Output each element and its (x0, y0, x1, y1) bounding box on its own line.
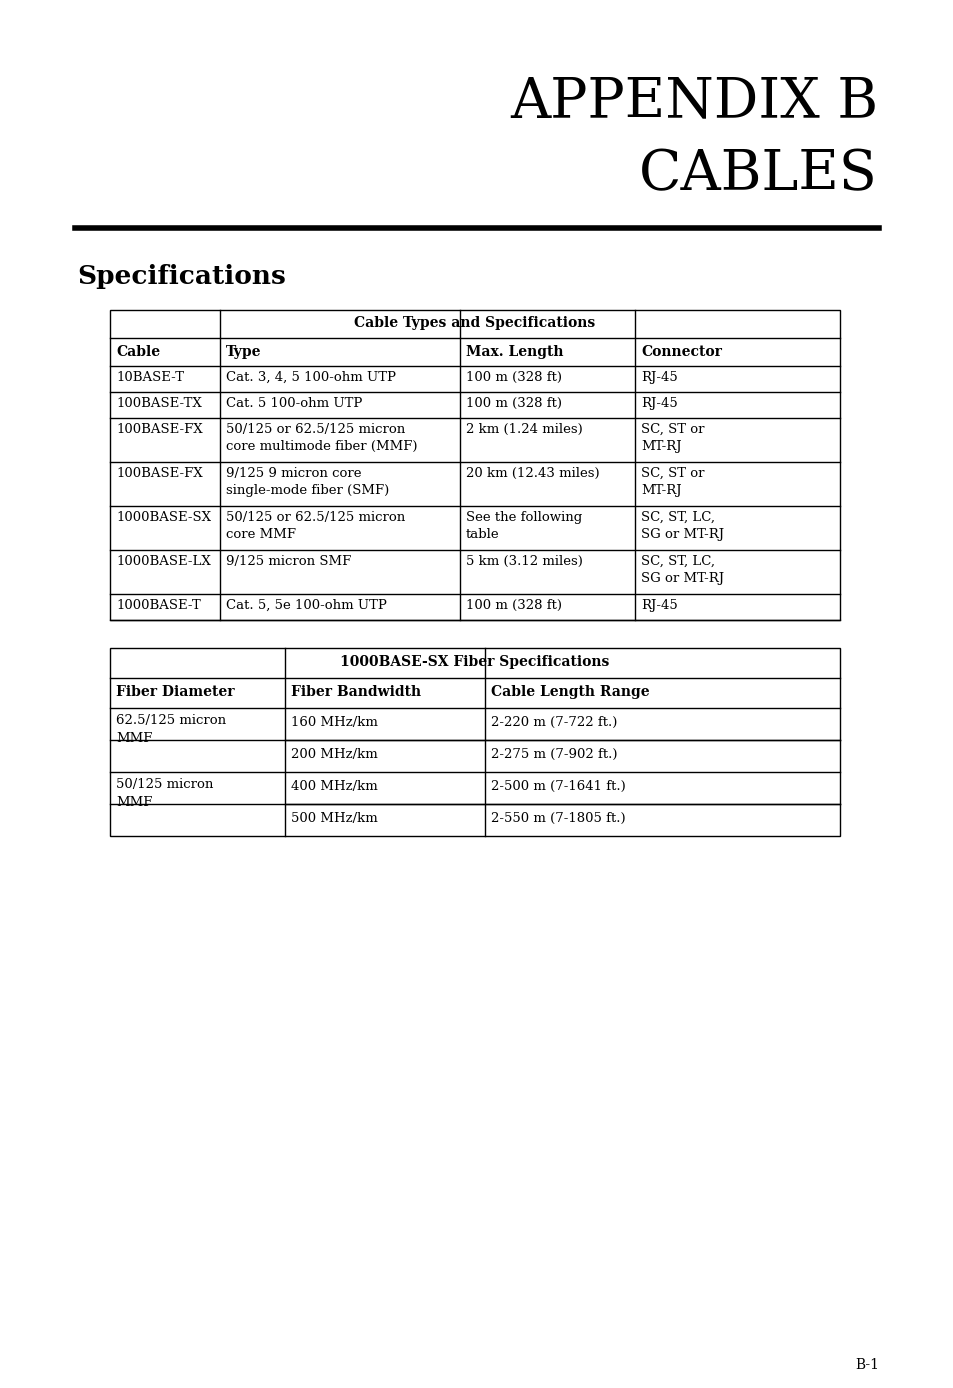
Text: Fiber Bandwidth: Fiber Bandwidth (291, 686, 420, 700)
Text: 62.5/125 micron
MMF: 62.5/125 micron MMF (116, 713, 226, 745)
Text: 160 MHz/km: 160 MHz/km (291, 716, 377, 729)
Text: 1000BASE-LX: 1000BASE-LX (116, 555, 211, 568)
Text: B-1: B-1 (854, 1357, 878, 1371)
Text: SC, ST or
MT-RJ: SC, ST or MT-RJ (640, 423, 703, 452)
Text: Cat. 5 100-ohm UTP: Cat. 5 100-ohm UTP (226, 397, 362, 409)
Text: 9/125 micron SMF: 9/125 micron SMF (226, 555, 351, 568)
Text: Fiber Diameter: Fiber Diameter (116, 686, 234, 700)
Text: RJ-45: RJ-45 (640, 397, 677, 409)
Text: Cable Length Range: Cable Length Range (491, 686, 649, 700)
Text: Connector: Connector (640, 346, 721, 359)
Text: Cable: Cable (116, 346, 160, 359)
Text: Specifications: Specifications (77, 264, 286, 289)
Text: 100BASE-FX: 100BASE-FX (116, 423, 202, 436)
Text: 10BASE-T: 10BASE-T (116, 371, 184, 384)
Text: 200 MHz/km: 200 MHz/km (291, 748, 377, 761)
Text: 2-500 m (7-1641 ft.): 2-500 m (7-1641 ft.) (491, 780, 625, 793)
Text: SC, ST, LC,
SG or MT-RJ: SC, ST, LC, SG or MT-RJ (640, 511, 723, 540)
Text: 500 MHz/km: 500 MHz/km (291, 812, 377, 824)
Text: 20 km (12.43 miles): 20 km (12.43 miles) (465, 466, 599, 480)
Text: RJ-45: RJ-45 (640, 371, 677, 384)
Bar (110, 648, 840, 836)
Text: Type: Type (226, 346, 261, 359)
Text: See the following
table: See the following table (465, 511, 581, 540)
Text: 2-550 m (7-1805 ft.): 2-550 m (7-1805 ft.) (491, 812, 625, 824)
Text: 2-275 m (7-902 ft.): 2-275 m (7-902 ft.) (491, 748, 617, 761)
Text: Cable Types and Specifications: Cable Types and Specifications (354, 316, 595, 330)
Text: APPENDIX B: APPENDIX B (509, 75, 877, 129)
Text: Cat. 3, 4, 5 100-ohm UTP: Cat. 3, 4, 5 100-ohm UTP (226, 371, 395, 384)
Text: 1000BASE-SX Fiber Specifications: 1000BASE-SX Fiber Specifications (340, 655, 609, 669)
Text: 100 m (328 ft): 100 m (328 ft) (465, 371, 561, 384)
Text: 100BASE-FX: 100BASE-FX (116, 466, 202, 480)
Text: 50/125 or 62.5/125 micron
core multimode fiber (MMF): 50/125 or 62.5/125 micron core multimode… (226, 423, 417, 452)
Text: SC, ST or
MT-RJ: SC, ST or MT-RJ (640, 466, 703, 497)
Text: RJ-45: RJ-45 (640, 600, 677, 612)
Text: 400 MHz/km: 400 MHz/km (291, 780, 377, 793)
Text: 1000BASE-SX: 1000BASE-SX (116, 511, 211, 525)
Text: 2-220 m (7-722 ft.): 2-220 m (7-722 ft.) (491, 716, 617, 729)
Text: 5 km (3.12 miles): 5 km (3.12 miles) (465, 555, 582, 568)
Text: CABLES: CABLES (639, 149, 877, 203)
Text: 1000BASE-T: 1000BASE-T (116, 600, 200, 612)
Text: 50/125 micron
MMF: 50/125 micron MMF (116, 779, 213, 809)
Text: Cat. 5, 5e 100-ohm UTP: Cat. 5, 5e 100-ohm UTP (226, 600, 387, 612)
Text: 100 m (328 ft): 100 m (328 ft) (465, 600, 561, 612)
Text: SC, ST, LC,
SG or MT-RJ: SC, ST, LC, SG or MT-RJ (640, 555, 723, 584)
Text: Max. Length: Max. Length (465, 346, 563, 359)
Text: 50/125 or 62.5/125 micron
core MMF: 50/125 or 62.5/125 micron core MMF (226, 511, 405, 540)
Text: 9/125 9 micron core
single-mode fiber (SMF): 9/125 9 micron core single-mode fiber (S… (226, 466, 389, 497)
Text: 2 km (1.24 miles): 2 km (1.24 miles) (465, 423, 582, 436)
Text: 100BASE-TX: 100BASE-TX (116, 397, 201, 409)
Bar (110, 310, 840, 620)
Text: 100 m (328 ft): 100 m (328 ft) (465, 397, 561, 409)
